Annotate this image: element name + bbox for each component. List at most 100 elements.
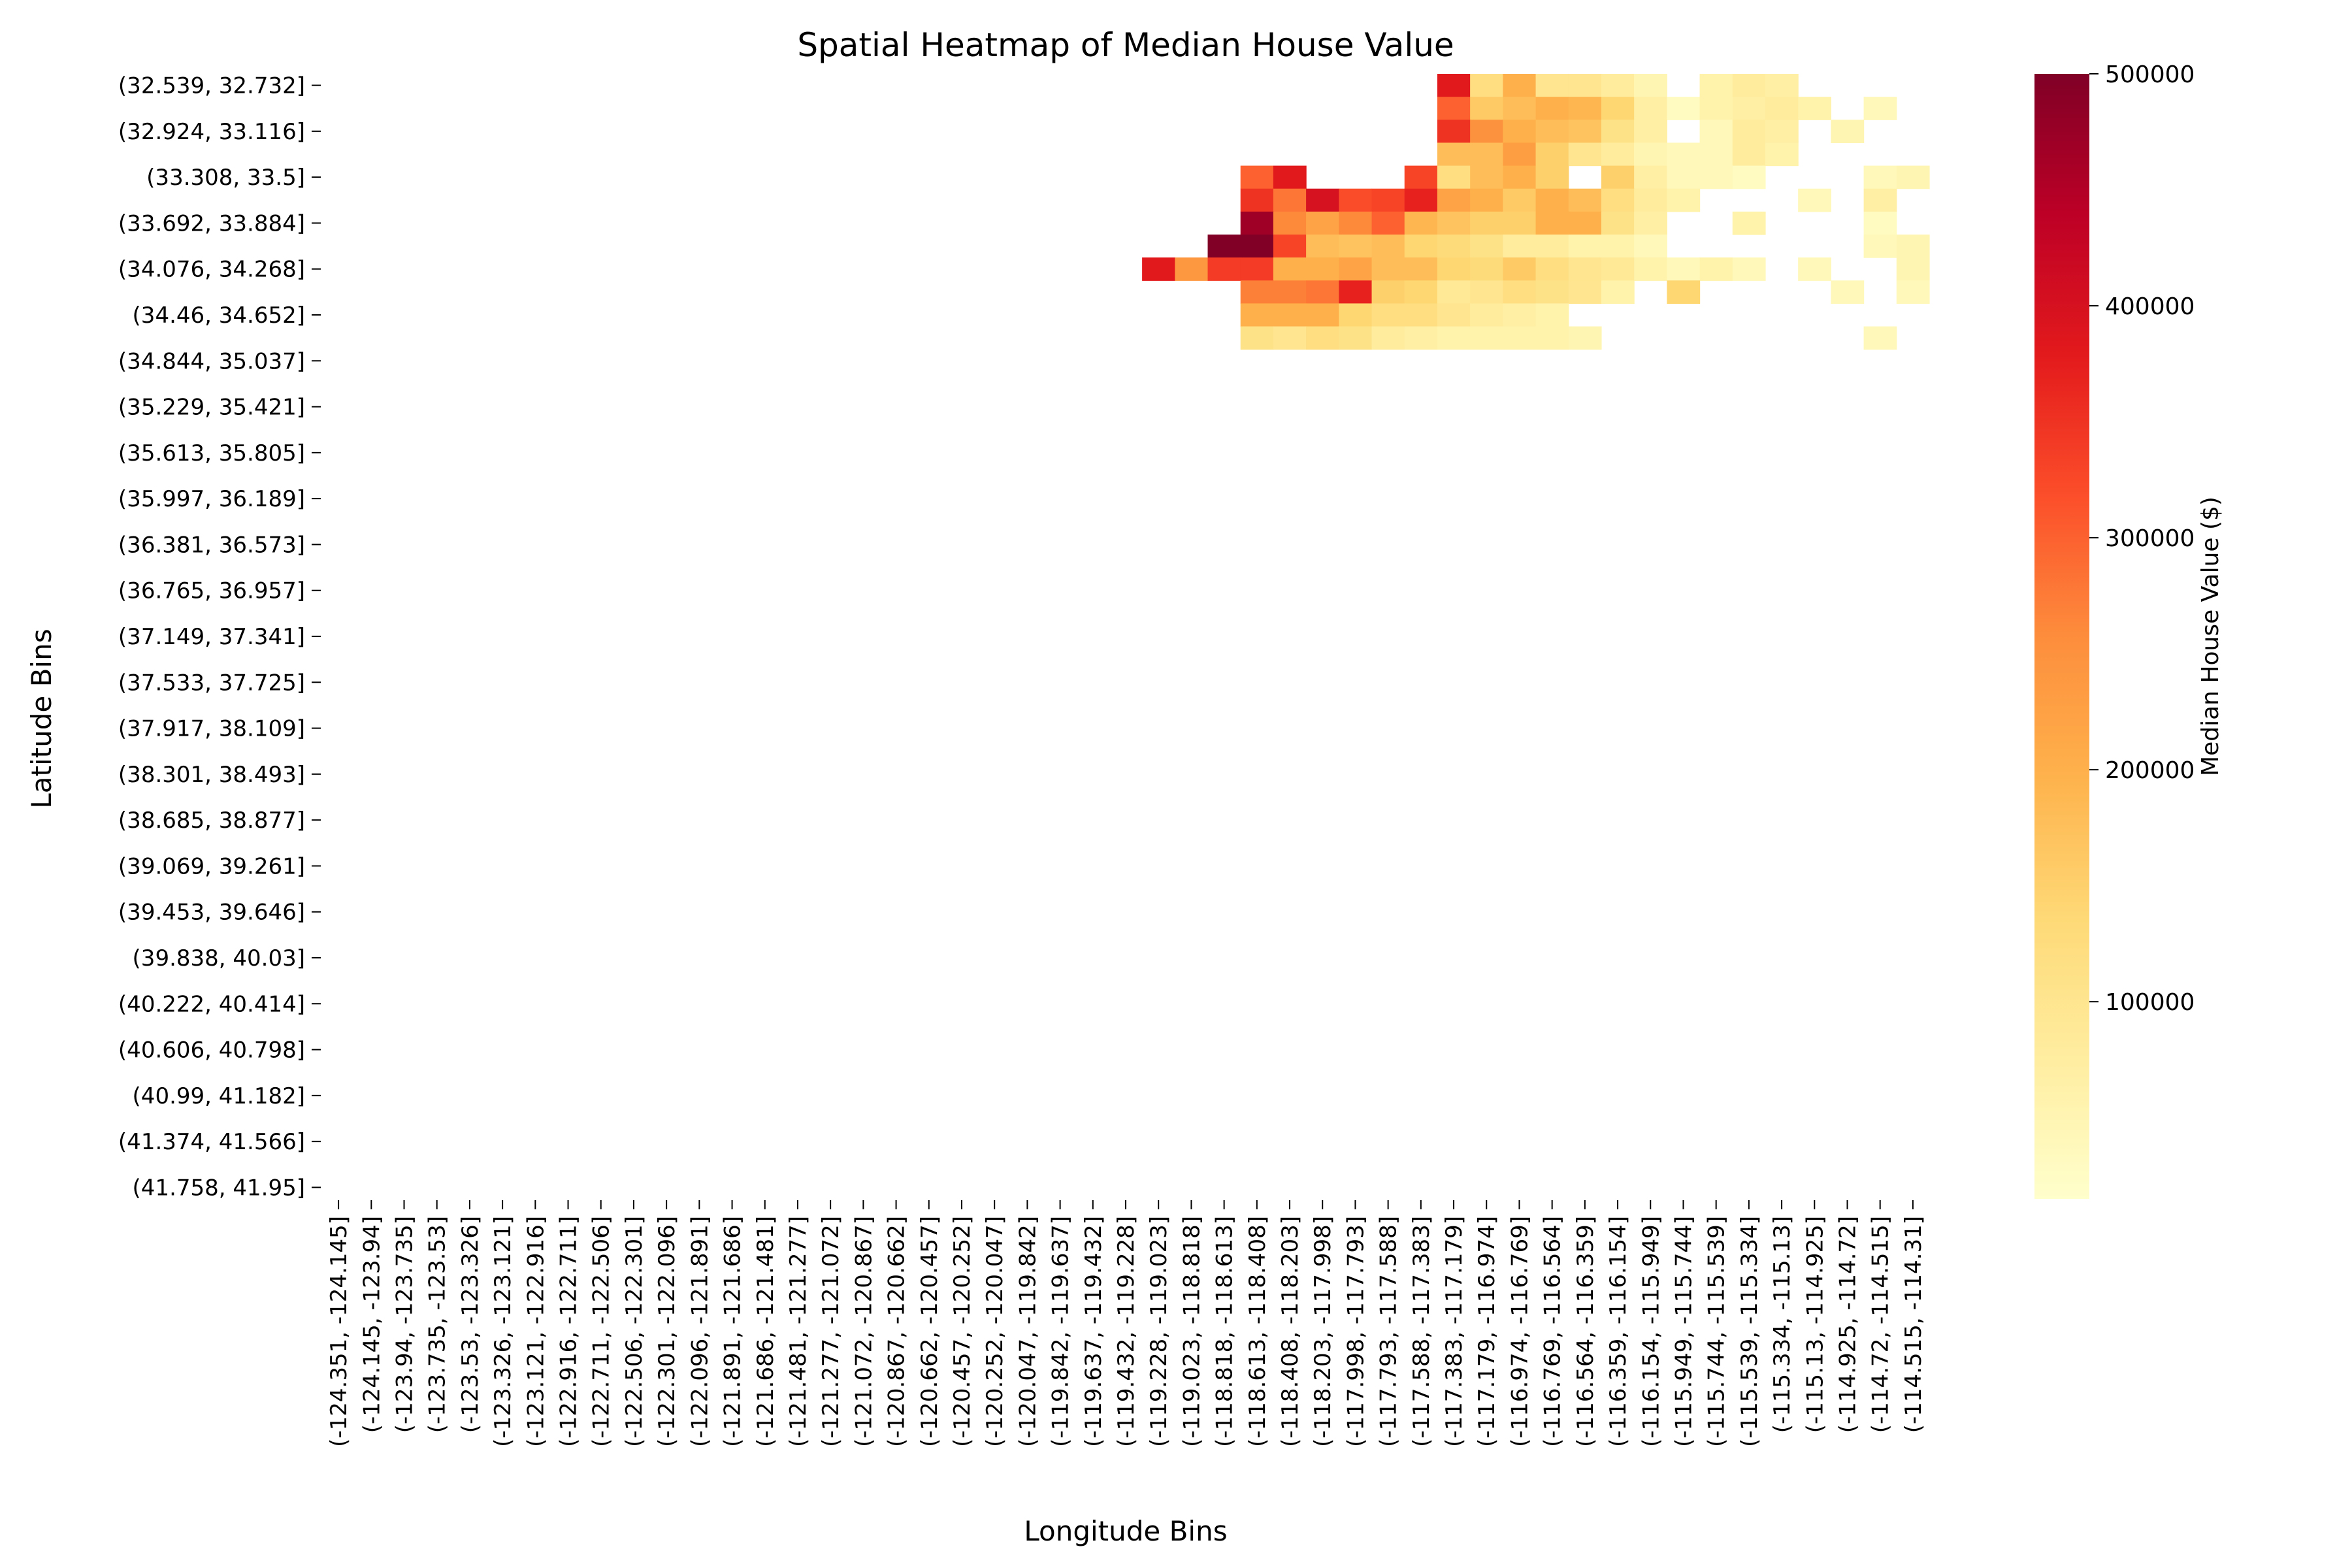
heatmap-cell: [1732, 120, 1766, 144]
y-tick-label: (33.308, 33.5]: [146, 165, 305, 191]
y-tick-label: (36.765, 36.957]: [118, 578, 305, 604]
heatmap-cell: [1831, 280, 1865, 304]
x-tick-label: (-120.047, -119.842]: [1015, 1216, 1041, 1447]
y-axis-label: Latitude Bins: [25, 629, 57, 808]
x-tick-label: (-117.179, -116.974]: [1474, 1216, 1500, 1447]
x-tick-label: (-119.637, -119.432]: [1081, 1216, 1107, 1447]
y-tick-label: (37.149, 37.341]: [118, 624, 305, 650]
y-tick-label: (33.692, 33.884]: [118, 210, 305, 237]
heatmap-cell: [1503, 188, 1537, 212]
heatmap-cell: [1437, 211, 1471, 235]
heatmap-cell: [1273, 188, 1307, 212]
heatmap-cell: [1535, 235, 1569, 258]
heatmap-cell: [1437, 74, 1471, 97]
colorbar-tick-label: 300000: [2105, 525, 2195, 552]
heatmap-cell: [1503, 142, 1537, 167]
y-tick-label: (36.381, 36.573]: [118, 532, 305, 558]
colorbar-tick-label: 500000: [2105, 61, 2195, 88]
heatmap-cell: [1601, 142, 1635, 167]
heatmap-cell: [1273, 257, 1307, 281]
y-tick-label: (41.758, 41.95]: [133, 1175, 305, 1201]
heatmap-cell: [1601, 235, 1635, 258]
heatmap-cell: [1732, 211, 1766, 235]
x-tick-label: (-116.154, -115.949]: [1638, 1216, 1664, 1447]
heatmap-cell: [1503, 97, 1537, 120]
heatmap-cell: [1568, 211, 1602, 235]
heatmap-cell: [1207, 257, 1241, 281]
heatmap-cell: [1535, 280, 1569, 304]
heatmap-cell: [1503, 120, 1537, 144]
heatmap-cell: [1634, 120, 1667, 144]
x-tick-label: (-122.096, -121.891]: [687, 1216, 713, 1447]
heatmap-cell: [1339, 235, 1373, 258]
heatmap-cell: [1240, 235, 1274, 258]
heatmap-cell: [1601, 74, 1635, 97]
colorbar-tick-label: 400000: [2105, 293, 2195, 320]
heatmap-cell: [1437, 257, 1471, 281]
heatmap-cell: [1568, 74, 1602, 97]
x-tick-label: (-120.252, -120.047]: [982, 1216, 1008, 1447]
heatmap-cell: [1404, 188, 1438, 212]
y-tick-label: (32.924, 33.116]: [118, 119, 305, 145]
heatmap-cell: [1535, 97, 1569, 120]
heatmap-cell: [1339, 188, 1373, 212]
heatmap-cell: [1175, 257, 1209, 281]
heatmap-cell: [1601, 280, 1635, 304]
x-tick-label: (-116.359, -116.154]: [1605, 1216, 1631, 1447]
heatmap-cell: [1240, 257, 1274, 281]
heatmap-cell: [1437, 120, 1471, 144]
x-tick-label: (-120.457, -120.252]: [949, 1216, 975, 1447]
heatmap-cell: [1371, 188, 1405, 212]
heatmap-cell: [1503, 257, 1537, 281]
heatmap-cell: [1831, 120, 1865, 144]
heatmap-cell: [1371, 211, 1405, 235]
heatmap-cell: [1863, 211, 1897, 235]
heatmap-cell: [1470, 235, 1503, 258]
heatmap-cell: [1142, 257, 1175, 281]
x-axis-ticks: (-124.351, -124.145] (-124.145, -123.94] (…: [326, 1200, 1927, 1447]
x-tick-label: (-122.916, -122.711]: [556, 1216, 582, 1447]
heatmap-cell: [1568, 235, 1602, 258]
heatmap-cell: [1437, 165, 1471, 189]
heatmap-cell: [1535, 188, 1569, 212]
heatmap-cell: [1339, 257, 1373, 281]
heatmap-cell: [1240, 165, 1274, 189]
x-tick-label: (-117.383, -117.179]: [1441, 1216, 1467, 1447]
heatmap-cell: [1470, 280, 1503, 304]
heatmap-cell: [1601, 257, 1635, 281]
heatmap-cell: [1207, 235, 1241, 258]
x-tick-label: (-124.351, -124.145]: [326, 1216, 352, 1447]
x-tick-label: (-118.408, -118.203]: [1277, 1216, 1303, 1447]
heatmap-cell: [1273, 303, 1307, 327]
heatmap-cell: [1535, 303, 1569, 327]
heatmap-cell: [1634, 74, 1667, 97]
y-tick-label: (35.613, 35.805]: [118, 440, 305, 466]
y-tick-label: (37.917, 38.109]: [118, 716, 305, 742]
heatmap-cell: [1339, 280, 1373, 304]
y-tick-label: (39.838, 40.03]: [133, 945, 305, 972]
x-tick-label: (-119.842, -119.637]: [1048, 1216, 1074, 1447]
heatmap-cell: [1371, 257, 1405, 281]
heatmap-cell: [1765, 120, 1799, 144]
x-tick-label: (-123.735, -123.53]: [425, 1216, 451, 1433]
heatmap-cell: [1667, 97, 1701, 120]
y-tick-label: (38.685, 38.877]: [118, 808, 305, 834]
heatmap-cell: [1470, 165, 1503, 189]
heatmap-cell: [1306, 280, 1339, 304]
y-tick-label: (41.374, 41.566]: [118, 1129, 305, 1155]
heatmap-cell: [1404, 165, 1438, 189]
heatmap-cell: [1634, 235, 1667, 258]
heatmap-cell: [1240, 211, 1274, 235]
heatmap-cell: [1535, 257, 1569, 281]
heatmap-cell: [1634, 142, 1667, 167]
heatmap-cell: [1503, 303, 1537, 327]
heatmap-cell: [1896, 235, 1930, 258]
heatmap-cell: [1601, 211, 1635, 235]
heatmap-cell: [1732, 257, 1766, 281]
heatmap-cell: [1437, 326, 1471, 350]
heatmap-cell: [1568, 142, 1602, 167]
y-tick-label: (34.844, 35.037]: [118, 348, 305, 374]
heatmap-cell: [1240, 303, 1274, 327]
heatmap-cell: [1601, 188, 1635, 212]
